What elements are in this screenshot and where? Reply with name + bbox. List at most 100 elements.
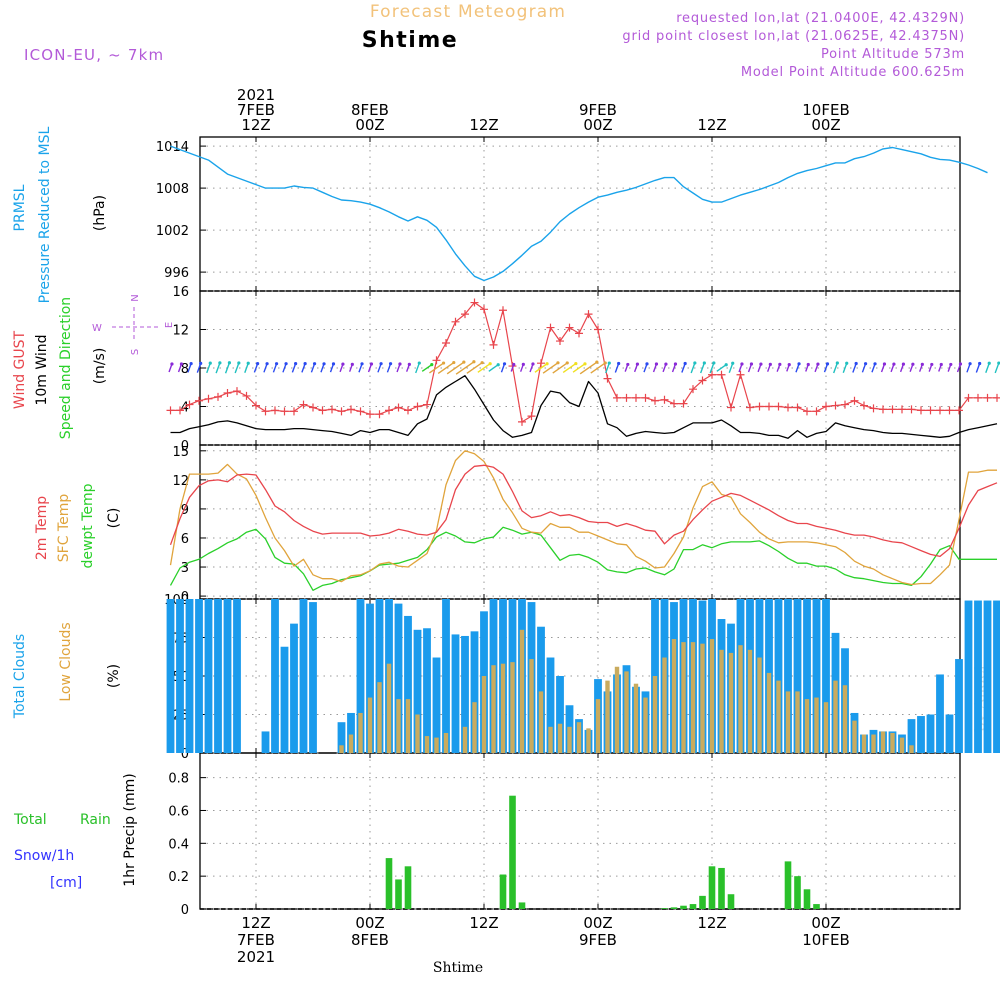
gust-marker xyxy=(575,329,583,338)
low-cloud-bar xyxy=(871,734,876,753)
wind-arrow-head xyxy=(502,362,507,366)
rain-bar xyxy=(518,902,526,909)
low-cloud-bar xyxy=(766,672,772,753)
wind-arrow xyxy=(700,362,705,374)
rain-bar xyxy=(718,867,725,909)
gust-marker xyxy=(204,394,213,403)
bottom-time-label: 10FEB xyxy=(802,931,849,949)
wind-arrow-head xyxy=(845,361,849,365)
gust-marker xyxy=(280,407,289,416)
gust-marker xyxy=(318,406,327,415)
low-cloud-bar xyxy=(709,639,715,753)
low-cloud-bar xyxy=(605,680,610,753)
wind-arrow-head xyxy=(462,360,466,364)
gust-marker xyxy=(983,393,992,402)
low-cloud-bar xyxy=(728,652,734,753)
wind-arrow-head xyxy=(768,362,772,366)
total-cloud-bar xyxy=(195,599,203,753)
gridpoint-coords: grid point closest lon,lat (21.0625E, 42… xyxy=(622,29,965,44)
wind-arrow-head xyxy=(521,362,525,366)
pressure-frame xyxy=(199,136,961,292)
wind-arrow-head xyxy=(545,362,549,366)
low-cloud-bar xyxy=(880,731,886,753)
gust-marker xyxy=(879,405,887,414)
rain-bar xyxy=(404,866,412,909)
gust-marker xyxy=(328,405,336,414)
low-cloud-bar xyxy=(700,643,705,753)
total-cloud-bar xyxy=(347,712,355,753)
bottom-time-label: 12Z xyxy=(469,914,498,932)
wind-arrow-head xyxy=(512,362,516,367)
low-cloud-bar xyxy=(538,691,544,753)
wind-arrow-head xyxy=(949,362,953,367)
wind-arrow-head xyxy=(284,362,288,366)
gust-marker xyxy=(347,405,355,414)
clouds-unit: (%) xyxy=(106,664,122,688)
compass-west: W xyxy=(92,323,102,334)
gust-marker xyxy=(727,403,735,412)
total-cloud-bar xyxy=(442,599,450,753)
low-cloud-bar xyxy=(510,662,515,753)
total-cloud-bar xyxy=(299,599,308,753)
gust-marker xyxy=(945,406,954,415)
wind-arrow-head xyxy=(749,362,754,366)
total-cloud-bar xyxy=(214,599,222,753)
wind-arrow-head xyxy=(645,362,649,366)
gust-marker xyxy=(898,405,906,414)
precip-ytick-label: 0 xyxy=(181,903,189,918)
wind-arrow-head xyxy=(787,363,791,367)
low-cloud-bar xyxy=(842,685,848,753)
wind-arrow xyxy=(852,363,857,373)
temp-ytick-label: 0 xyxy=(181,590,189,605)
gust-marker xyxy=(366,410,374,419)
wind-arrow xyxy=(572,363,586,373)
precip-rain-label: Rain xyxy=(80,812,111,828)
gust-marker xyxy=(822,402,830,411)
low-cloud-bar xyxy=(519,629,525,753)
wind-arrow-head xyxy=(312,362,317,366)
compass-south: S xyxy=(130,349,141,355)
wind-arrow-head xyxy=(673,362,678,366)
total-cloud-bar xyxy=(166,599,175,753)
wind-arrow xyxy=(437,361,455,375)
gust-marker xyxy=(594,325,602,334)
precip-ytick-label: 0.2 xyxy=(168,870,189,885)
wind-arrow-head xyxy=(702,361,706,365)
total-cloud-bar xyxy=(185,599,194,753)
low-cloud-bar xyxy=(377,682,382,753)
wind-arrow-head xyxy=(740,362,744,366)
low-cloud-bar xyxy=(396,699,401,753)
precip-ytick-label: 0.8 xyxy=(168,772,189,787)
wind-arrow-head xyxy=(331,362,336,366)
wind-arrow-head xyxy=(170,362,174,366)
gust-marker xyxy=(831,401,840,410)
gust-marker xyxy=(565,323,574,332)
panel-labels: PRMSL Pressure Reduced to MSL (hPa) Wind… xyxy=(12,126,175,891)
pressure-label-2: Pressure Reduced to MSL xyxy=(37,126,53,303)
gust-marker xyxy=(679,399,688,408)
rain-bar xyxy=(727,894,735,909)
wind-arrow xyxy=(488,364,499,372)
pressure-unit: (hPa) xyxy=(92,195,108,231)
wind-arrow xyxy=(690,362,696,374)
total-cloud-bar xyxy=(432,657,441,753)
low-cloud-bar xyxy=(652,676,658,753)
gust-marker xyxy=(451,317,460,326)
wind-gust-label: Wind GUST xyxy=(12,330,28,409)
total-cloud-bar xyxy=(233,599,241,753)
low-cloud-bar xyxy=(643,697,648,753)
gust-marker xyxy=(413,402,422,411)
total-cloud-bar xyxy=(470,631,479,753)
top-time-label: 2021 xyxy=(237,86,275,104)
wind-arrow-head xyxy=(246,361,250,365)
wind-arrow-head xyxy=(531,362,535,366)
low-cloud-bar xyxy=(358,712,363,753)
low-cloud-bar xyxy=(367,697,373,753)
low-cloud-bar xyxy=(481,676,487,753)
low-cloud-bar xyxy=(785,691,791,753)
wind-arrow-head xyxy=(480,361,484,365)
wind-ytick-label: 16 xyxy=(172,285,189,300)
rain-bar xyxy=(813,904,820,909)
gust-marker xyxy=(271,406,279,415)
gust-marker xyxy=(489,340,498,349)
